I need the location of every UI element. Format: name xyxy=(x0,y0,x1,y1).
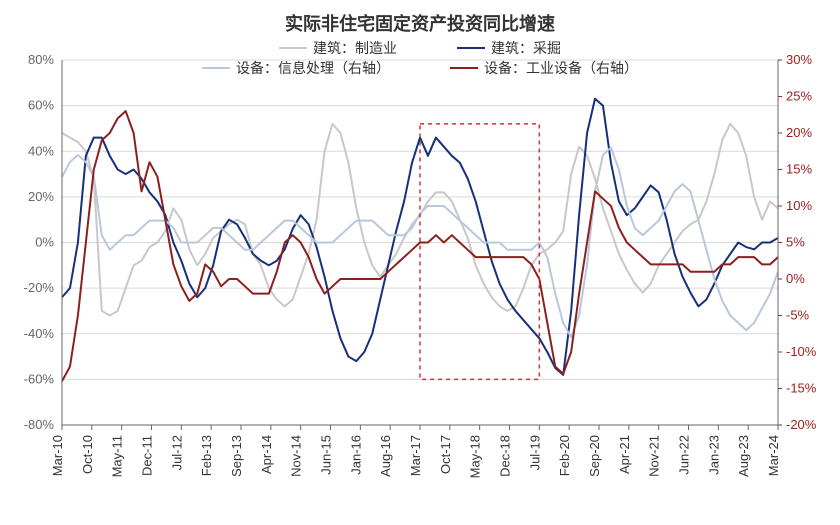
right-axis-label: -20% xyxy=(786,417,817,432)
x-axis-label: Mar-24 xyxy=(766,435,781,476)
x-axis-label: May-11 xyxy=(110,435,125,477)
x-axis-label: Oct-17 xyxy=(438,435,453,474)
left-axis-label: 0% xyxy=(35,235,54,250)
plot-area: -80% -60% -40% -20% 0% 20% 40% 60% 80% -20% -15% -1… xyxy=(0,0,840,525)
left-axis-label: 60% xyxy=(28,98,54,113)
left-axis-label: -20% xyxy=(24,280,55,295)
left-axis-label: -80% xyxy=(24,417,55,432)
x-axis-label: May-18 xyxy=(468,435,483,478)
x-axis-label: Nov-14 xyxy=(289,435,304,477)
chart-container: 实际非住宅固定资产投资同比增速 建筑：制造业建筑：采掘设备：信息处理（右轴）设备… xyxy=(0,0,840,525)
right-axis-label: 15% xyxy=(786,162,812,177)
x-axis-label: Jul-19 xyxy=(527,435,542,470)
x-axis-label: Jun-15 xyxy=(319,435,334,475)
x-axis-label: Mar-10 xyxy=(50,435,65,476)
x-axis-label: Dec-11 xyxy=(140,435,155,476)
left-axis-label: 20% xyxy=(28,189,54,204)
x-axis-label: Aug-16 xyxy=(378,435,393,477)
x-axis-label: Jan-16 xyxy=(348,435,363,475)
right-axis-label: 5% xyxy=(786,235,805,250)
right-axis-label: -15% xyxy=(786,381,817,396)
x-axis-label: Sep-13 xyxy=(229,435,244,477)
x-axis-label: Feb-20 xyxy=(557,435,572,476)
x-axis-label: Jan-23 xyxy=(706,435,721,475)
x-axis-label: Dec-18 xyxy=(498,435,513,477)
left-axis-label: 40% xyxy=(28,143,54,158)
right-axis-label: 30% xyxy=(786,52,812,67)
right-axis-label: -5% xyxy=(786,308,810,323)
highlight-box xyxy=(420,124,539,380)
right-axis-label: 20% xyxy=(786,125,812,140)
right-axis-label: 25% xyxy=(786,89,812,104)
x-axis-label: Sep-20 xyxy=(587,435,602,477)
left-axis-label: -60% xyxy=(24,371,55,386)
right-axis-label: 10% xyxy=(786,198,812,213)
x-axis-label: Aug-23 xyxy=(736,435,751,477)
right-axis-label: -10% xyxy=(786,344,817,359)
x-axis-label: Apr-21 xyxy=(617,435,632,474)
x-axis-label: Mar-17 xyxy=(408,435,423,476)
x-axis-label: Oct-10 xyxy=(80,435,95,474)
right-axis-label: 0% xyxy=(786,271,805,286)
x-axis-label: Apr-14 xyxy=(259,435,274,474)
x-axis-label: Jun-22 xyxy=(677,435,692,475)
left-axis-label: -40% xyxy=(24,326,55,341)
x-axis-label: Jul-12 xyxy=(169,435,184,470)
left-axis-label: 80% xyxy=(28,52,54,67)
x-axis-label: Nov-21 xyxy=(647,435,662,477)
x-axis-label: Feb-13 xyxy=(199,435,214,476)
